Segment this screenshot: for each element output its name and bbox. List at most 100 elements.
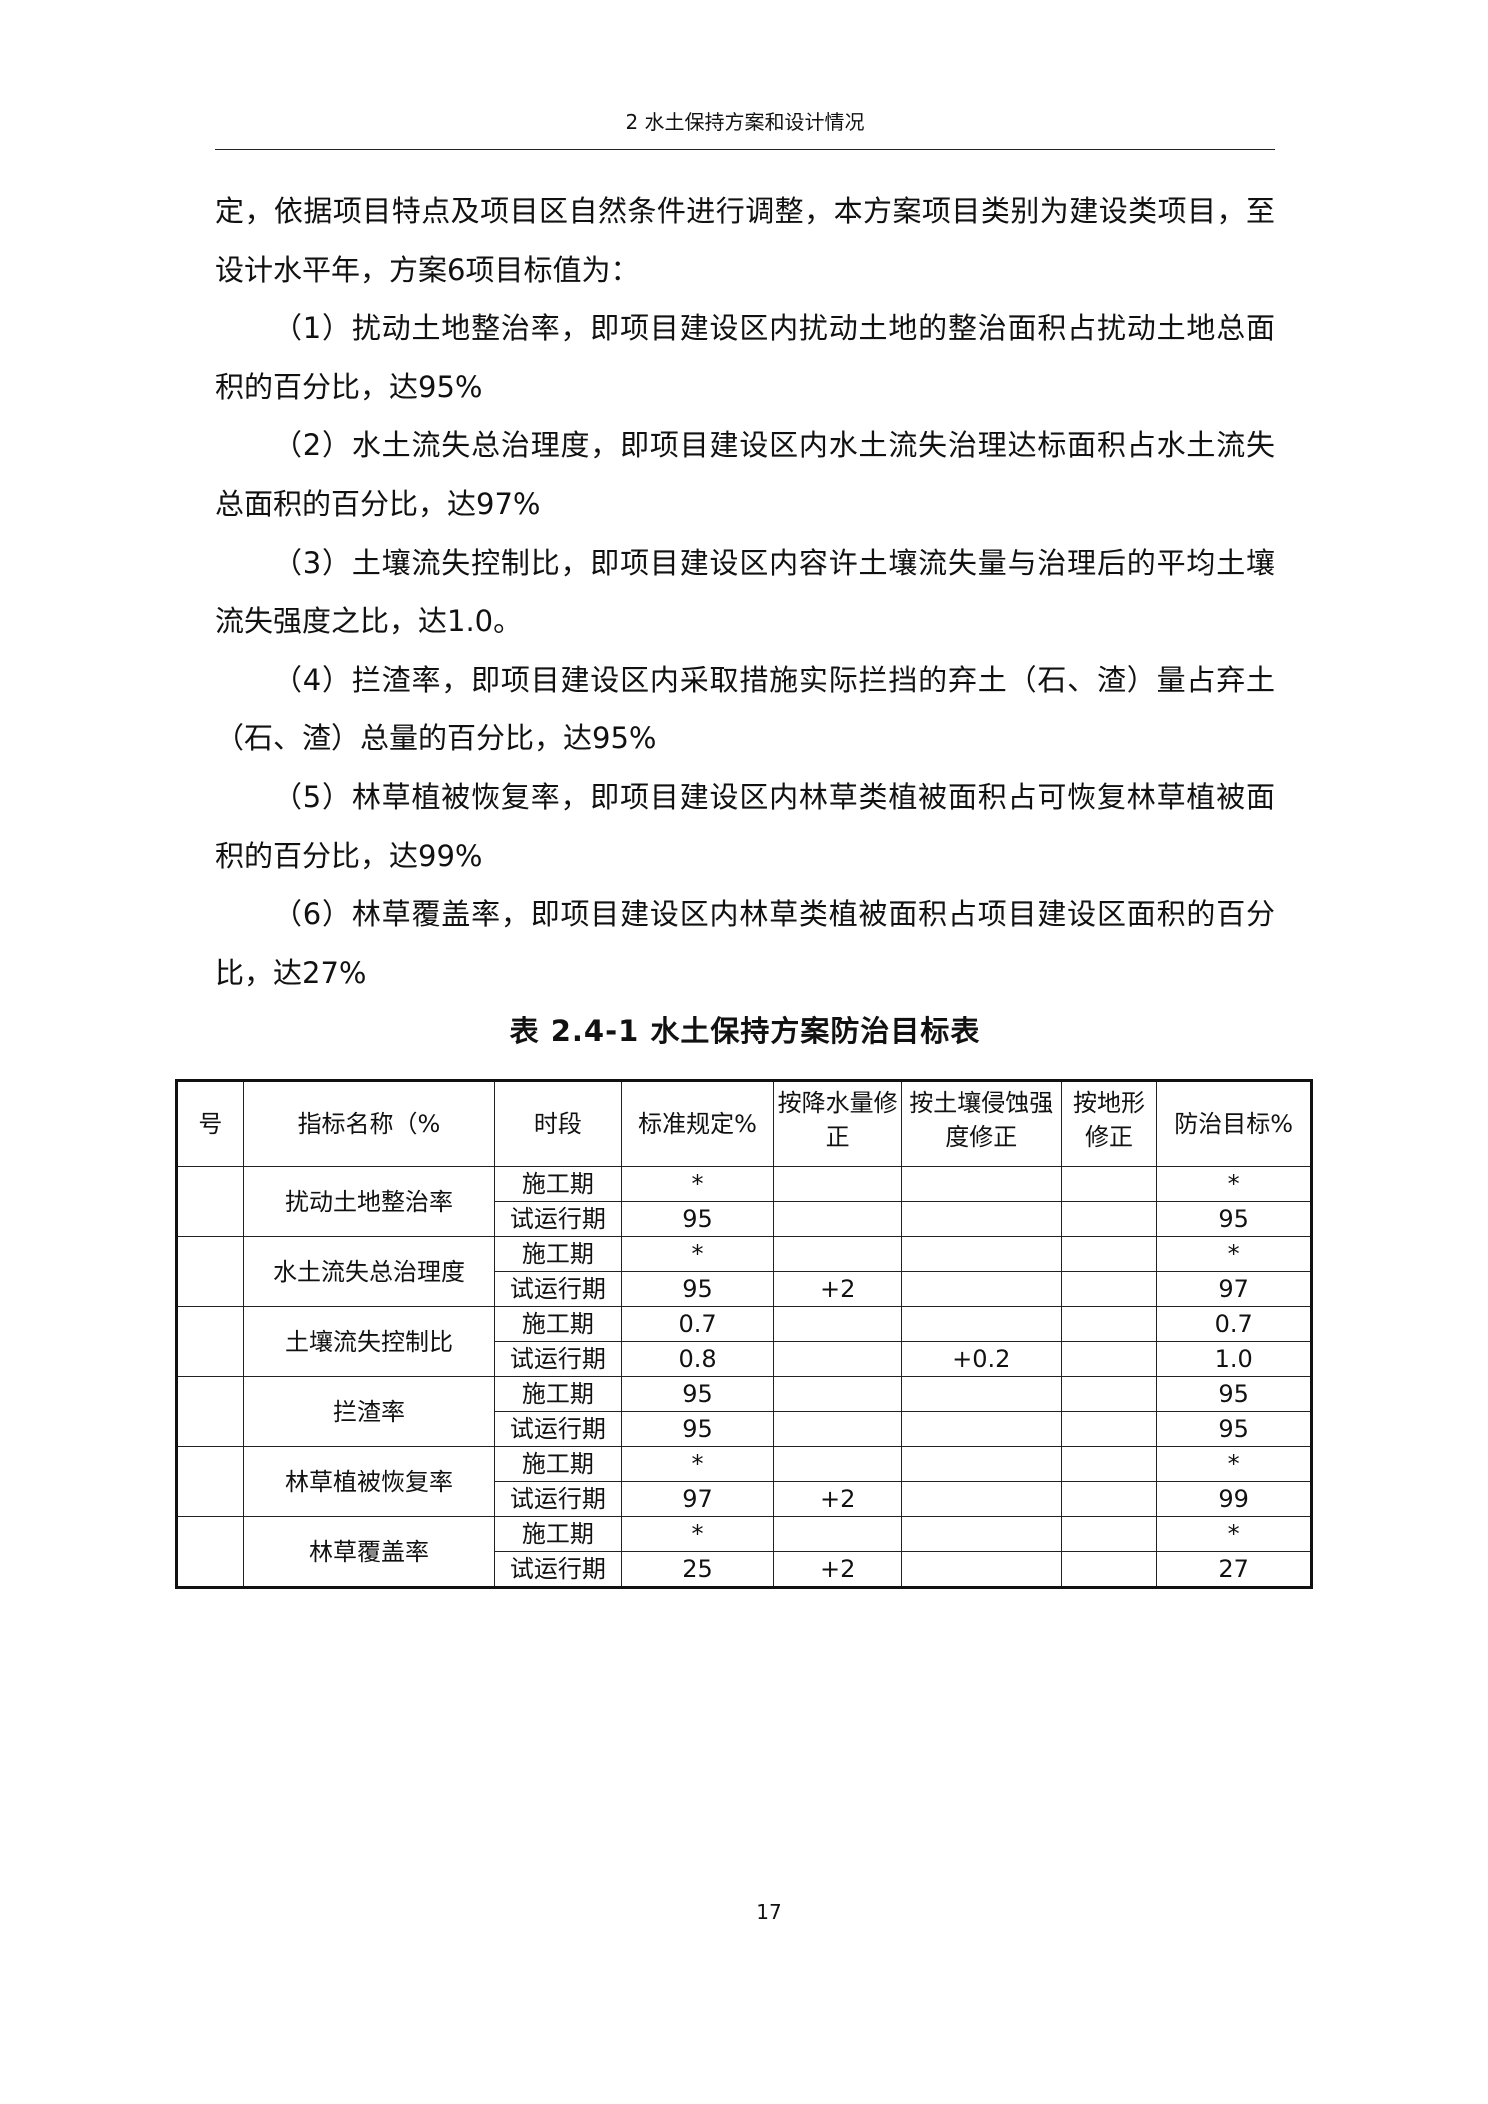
period-cell: 施工期 — [494, 1516, 622, 1552]
period-cell: 试运行期 — [494, 1481, 622, 1517]
value-cell — [1060, 1201, 1158, 1237]
page-number: 17 — [756, 1900, 782, 1924]
value-cell: * — [1156, 1516, 1312, 1552]
table-header-row: 号指标名称（% 时段 标准规定% 按降水量修正 按土壤侵蚀强度修正 按地形修正 防治目标% — [176, 1080, 1312, 1167]
table-row: 林草植被恢复率 施工期 * * — [176, 1446, 1312, 1517]
paragraph: （5）林草植被恢复率，即项目建设区内林草类植被面积占可恢复林草植被面积的百分比，… — [215, 779, 1275, 873]
value-cell — [1060, 1551, 1158, 1588]
targets-table: 号指标名称（% 时段 标准规定% 按降水量修正 按土壤侵蚀强度修正 按地形修正 防治目标% … — [175, 1079, 1313, 1589]
value-cell: 95 — [620, 1411, 775, 1447]
value-cell — [773, 1201, 902, 1237]
value-cell — [900, 1516, 1062, 1552]
value-cell — [1060, 1411, 1158, 1447]
value-cell — [900, 1166, 1062, 1202]
value-cell: +2 — [773, 1481, 902, 1517]
table-caption: 表 2.4-1 水土保持方案防治目标表 — [509, 1014, 981, 1048]
indicator-name-cell: 林草覆盖率 — [242, 1516, 496, 1588]
value-cell: 95 — [620, 1376, 775, 1412]
period-cell: 试运行期 — [494, 1411, 622, 1447]
column-header: 按土壤侵蚀强度修正 — [900, 1080, 1062, 1167]
value-cell: 95 — [1156, 1411, 1312, 1447]
period-cell: 施工期 — [494, 1236, 622, 1272]
value-cell: * — [620, 1166, 775, 1202]
value-cell: 99 — [1156, 1481, 1312, 1517]
paragraph: （4）拦渣率，即项目建设区内采取措施实际拦挡的弃土（石、渣）量占弃土（石、渣）总… — [215, 662, 1275, 756]
period-cell: 施工期 — [494, 1306, 622, 1342]
value-cell: 27 — [1156, 1551, 1312, 1588]
value-cell: 25 — [620, 1551, 775, 1588]
value-cell — [1060, 1341, 1158, 1377]
value-cell: 0.7 — [1156, 1306, 1312, 1342]
value-cell — [773, 1166, 902, 1202]
table-row: 水土流失总治理度 施工期 * * — [176, 1236, 1312, 1307]
value-cell — [773, 1236, 902, 1272]
period-cell: 施工期 — [494, 1166, 622, 1202]
header-rule — [215, 149, 1275, 150]
paragraph: （1）扰动土地整治率，即项目建设区内扰动土地的整治面积占扰动土地总面积的百分比，… — [215, 311, 1275, 404]
value-cell: +0.2 — [900, 1341, 1062, 1377]
value-cell — [900, 1306, 1062, 1342]
row-number-cell — [176, 1236, 244, 1307]
row-number-cell — [176, 1516, 244, 1588]
value-cell — [773, 1411, 902, 1447]
value-cell — [900, 1236, 1062, 1272]
value-cell — [900, 1201, 1062, 1237]
value-cell — [773, 1446, 902, 1482]
value-cell: * — [1156, 1236, 1312, 1272]
period-cell: 试运行期 — [494, 1201, 622, 1237]
value-cell: * — [620, 1446, 775, 1482]
value-cell — [773, 1516, 902, 1552]
column-header: 按降水量修正 — [773, 1080, 902, 1167]
value-cell — [900, 1551, 1062, 1588]
value-cell: * — [1156, 1446, 1312, 1482]
table-row: 试运行期 0.8 +0.2 1.0 — [177, 1341, 1312, 1377]
value-cell: * — [620, 1236, 775, 1272]
value-cell — [1060, 1516, 1158, 1552]
value-cell: 97 — [1156, 1271, 1312, 1307]
value-cell — [900, 1376, 1062, 1412]
value-cell — [773, 1306, 902, 1342]
period-cell: 施工期 — [494, 1446, 622, 1482]
value-cell: * — [620, 1516, 775, 1552]
value-cell: 1.0 — [1156, 1341, 1312, 1377]
period-cell: 试运行期 — [494, 1551, 622, 1588]
value-cell — [1060, 1166, 1158, 1202]
row-number-cell — [176, 1446, 244, 1517]
indicator-name-cell: 林草植被恢复率 — [242, 1446, 496, 1517]
value-cell — [1060, 1481, 1158, 1517]
paragraph: 定，依据项目特点及项目区自然条件进行调整，本方案项目类别为建设类项目，至设计水平… — [215, 194, 1275, 287]
value-cell: 95 — [1156, 1376, 1312, 1412]
period-cell: 试运行期 — [494, 1341, 622, 1377]
body-text: 定，依据项目特点及项目区自然条件进行调整，本方案项目类别为建设类项目，至设计水平… — [215, 182, 1275, 1002]
paragraph: （2）水土流失总治理度，即项目建设区内水土流失治理达标面积占水土流失总面积的百分… — [215, 428, 1275, 521]
value-cell — [1060, 1236, 1158, 1272]
value-cell: +2 — [773, 1551, 902, 1588]
table-row: 土壤流失控制比 施工期 0.7 0.7 — [176, 1306, 1312, 1377]
value-cell: 95 — [1156, 1201, 1312, 1237]
row-number-cell — [176, 1306, 244, 1377]
value-cell: +2 — [773, 1271, 902, 1307]
value-cell: 95 — [620, 1201, 775, 1237]
value-cell: 0.7 — [620, 1306, 775, 1342]
value-cell — [1060, 1446, 1158, 1482]
indicator-name-cell: 水土流失总治理度 — [242, 1236, 496, 1307]
paragraph: （6）林草覆盖率，即项目建设区内林草类植被面积占项目建设区面积的百分比，达27% — [215, 897, 1275, 990]
value-cell — [773, 1376, 902, 1412]
value-cell — [1060, 1306, 1158, 1342]
table-row: 拦渣率 施工期 95 95 — [176, 1376, 1312, 1447]
value-cell — [900, 1271, 1062, 1307]
column-header: 号 — [176, 1080, 244, 1167]
value-cell — [900, 1446, 1062, 1482]
value-cell — [1060, 1271, 1158, 1307]
column-header: 指标名称（% — [242, 1080, 496, 1167]
value-cell: 95 — [620, 1271, 775, 1307]
value-cell: * — [1156, 1166, 1312, 1202]
column-header: 标准规定% — [620, 1080, 775, 1167]
period-cell: 施工期 — [494, 1376, 622, 1412]
running-header: 2 水土保持方案和设计情况 — [625, 110, 865, 134]
value-cell — [900, 1481, 1062, 1517]
value-cell — [773, 1341, 902, 1377]
period-cell: 试运行期 — [494, 1271, 622, 1307]
column-header: 防治目标% — [1156, 1080, 1312, 1167]
table-row: 试运行期 95 95 — [177, 1201, 1312, 1237]
